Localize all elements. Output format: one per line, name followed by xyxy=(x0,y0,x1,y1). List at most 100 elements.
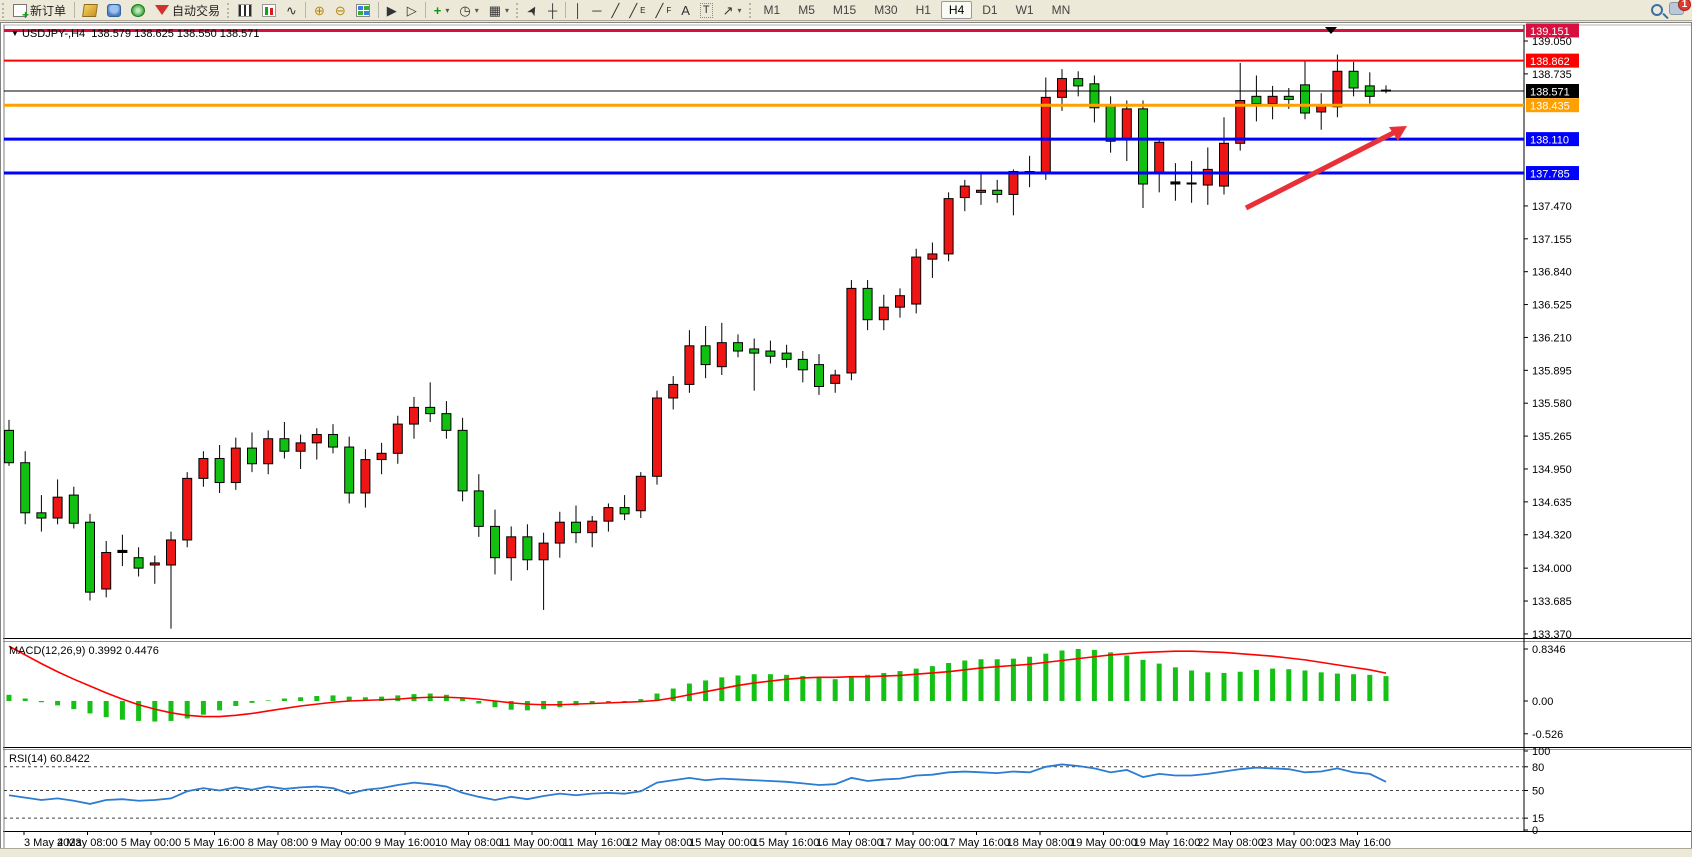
price-tick: 136.525 xyxy=(1532,300,1572,312)
zoom-out-button[interactable]: ⊖ xyxy=(330,2,351,19)
price-line-label: 137.785 xyxy=(1530,169,1570,181)
candle-body xyxy=(506,536,517,559)
signals-button[interactable] xyxy=(126,2,150,19)
candle-body xyxy=(927,253,938,260)
collapse-marker-icon[interactable]: ▼ xyxy=(11,29,19,38)
candlesticks[interactable] xyxy=(4,54,1391,629)
line-chart-button[interactable]: ∿ xyxy=(281,2,302,19)
text-label-button[interactable]: T xyxy=(695,1,718,20)
price-line-label: 138.571 xyxy=(1530,87,1570,99)
rsi-panel[interactable]: 100 80 50 150 xyxy=(4,746,1550,837)
time-label: 18 May 08:00 xyxy=(1007,837,1074,849)
time-label: 4 May 08:00 xyxy=(57,837,118,849)
candle-body xyxy=(733,342,743,352)
candle-body xyxy=(1186,182,1197,185)
search-icon[interactable] xyxy=(1651,4,1663,16)
toolbar-drag-handle[interactable] xyxy=(748,2,753,18)
auto-scroll-button[interactable]: ▶ xyxy=(382,2,402,19)
toolbar-drag-handle[interactable] xyxy=(516,2,520,18)
macd-values: 0.3992 0.4476 xyxy=(88,645,159,657)
arrows-button[interactable]: ↗ ▾ xyxy=(718,2,747,19)
timeframe-h1[interactable]: H1 xyxy=(915,3,931,17)
fibonacci-button[interactable]: ╱ F xyxy=(651,2,677,19)
auto-trading-button[interactable]: 自动交易 xyxy=(150,0,225,21)
time-label: 3 May 2023 xyxy=(24,837,81,849)
channel-button[interactable]: ╱ E xyxy=(624,2,650,19)
macd-panel[interactable]: 0.8346 0.00 -0.526 xyxy=(6,644,1566,741)
candlestick-chart-button[interactable] xyxy=(257,2,281,19)
candle-body xyxy=(1283,95,1294,100)
dropdown-caret-icon: ▾ xyxy=(474,5,479,15)
candle-body xyxy=(392,423,403,454)
timeframe-m30[interactable]: M30 xyxy=(874,3,898,17)
price-line-label-box xyxy=(1526,53,1579,68)
trend-arrow-line[interactable] xyxy=(1244,127,1401,211)
periods-button[interactable]: ◷ ▾ xyxy=(454,2,483,19)
community-button[interactable] xyxy=(102,2,126,19)
time-label: 15 May 16:00 xyxy=(753,837,820,849)
price-tick: 139.050 xyxy=(1532,36,1572,48)
candle-body xyxy=(182,477,193,541)
crosshair-button[interactable]: ┼ xyxy=(543,2,562,19)
candle-body xyxy=(279,438,290,452)
horizontal-line-button[interactable]: ─ xyxy=(587,2,606,19)
annotations[interactable] xyxy=(1244,27,1407,211)
timeframe-m5[interactable]: M5 xyxy=(798,3,815,17)
vertical-line-button[interactable]: │ xyxy=(569,2,587,19)
separator xyxy=(565,2,567,18)
horizontal-level-lines[interactable] xyxy=(4,28,1524,175)
price-tick: 135.265 xyxy=(1532,431,1572,443)
time-label: 5 May 16:00 xyxy=(184,837,245,849)
zoom-in-button[interactable]: ⊕ xyxy=(309,2,330,19)
toolbar-drag-handle[interactable] xyxy=(227,2,231,18)
timeframe-m15[interactable]: M15 xyxy=(832,3,857,17)
price-line-label: 138.862 xyxy=(1530,56,1570,68)
chart-shift-icon: ▷ xyxy=(406,2,417,18)
candle-body xyxy=(133,557,144,569)
candle-body xyxy=(992,189,1003,195)
candle-body xyxy=(230,447,241,484)
profile-icon xyxy=(107,3,122,17)
timeframe-h4[interactable]: H4 xyxy=(940,1,973,19)
trendline-button[interactable]: ╱ xyxy=(607,2,625,19)
rsi-axis-tick: 100 xyxy=(1532,746,1550,758)
timeframe-mn[interactable]: MN xyxy=(1051,3,1071,17)
candle-body xyxy=(149,562,160,566)
candle-body xyxy=(878,306,889,321)
signal-icon xyxy=(131,3,146,17)
timeframe-d1[interactable]: D1 xyxy=(982,3,998,17)
chart-title: ▼ USDJPY-,H4 138.579 138.625 138.550 138… xyxy=(11,28,260,40)
bar-chart-button[interactable] xyxy=(233,2,257,19)
tile-windows-button[interactable] xyxy=(351,2,375,19)
candle-body xyxy=(1267,95,1278,105)
candle-body xyxy=(684,345,695,385)
rsi-value: 60.8422 xyxy=(49,753,90,765)
indicators-button[interactable]: + ▾ xyxy=(429,2,455,19)
time-label: 15 May 00:00 xyxy=(689,837,756,849)
notifications-button[interactable]: 1 xyxy=(1669,0,1691,18)
candle-body xyxy=(166,539,176,566)
tools-button[interactable] xyxy=(78,2,102,19)
price-tick: 133.685 xyxy=(1532,596,1572,608)
candle-body xyxy=(441,413,452,431)
candle-body xyxy=(344,446,355,494)
templates-button[interactable]: ▦ ▾ xyxy=(484,2,514,19)
timeframe-m1[interactable]: M1 xyxy=(763,3,781,17)
candle-body xyxy=(214,458,225,484)
text-button[interactable]: A xyxy=(676,2,695,19)
dropdown-caret-icon: ▾ xyxy=(505,5,510,15)
new-order-button[interactable]: 新订单 xyxy=(8,0,71,21)
cursor-button[interactable]: ➤ xyxy=(522,2,543,19)
price-chart-canvas[interactable]: 139.050 138.735 137.470 137.155 136.840 136.5… xyxy=(1,23,1692,857)
crosshair-icon: ┼ xyxy=(547,2,558,18)
price-axis[interactable]: 139.050 138.735 137.470 137.155 136.840 136.5… xyxy=(1524,23,1579,641)
price-marker-arrow-icon[interactable] xyxy=(1325,27,1337,34)
time-label: 12 May 08:00 xyxy=(626,837,693,849)
candle-body xyxy=(52,496,63,519)
rsi-indicator-label: RSI(14) 60.8422 xyxy=(9,753,90,765)
toolbar-drag-handle[interactable] xyxy=(2,2,6,18)
zoom-in-icon: ⊕ xyxy=(313,2,325,18)
chart-shift-button[interactable]: ▷ xyxy=(402,2,422,19)
timeframe-w1[interactable]: W1 xyxy=(1015,3,1034,17)
